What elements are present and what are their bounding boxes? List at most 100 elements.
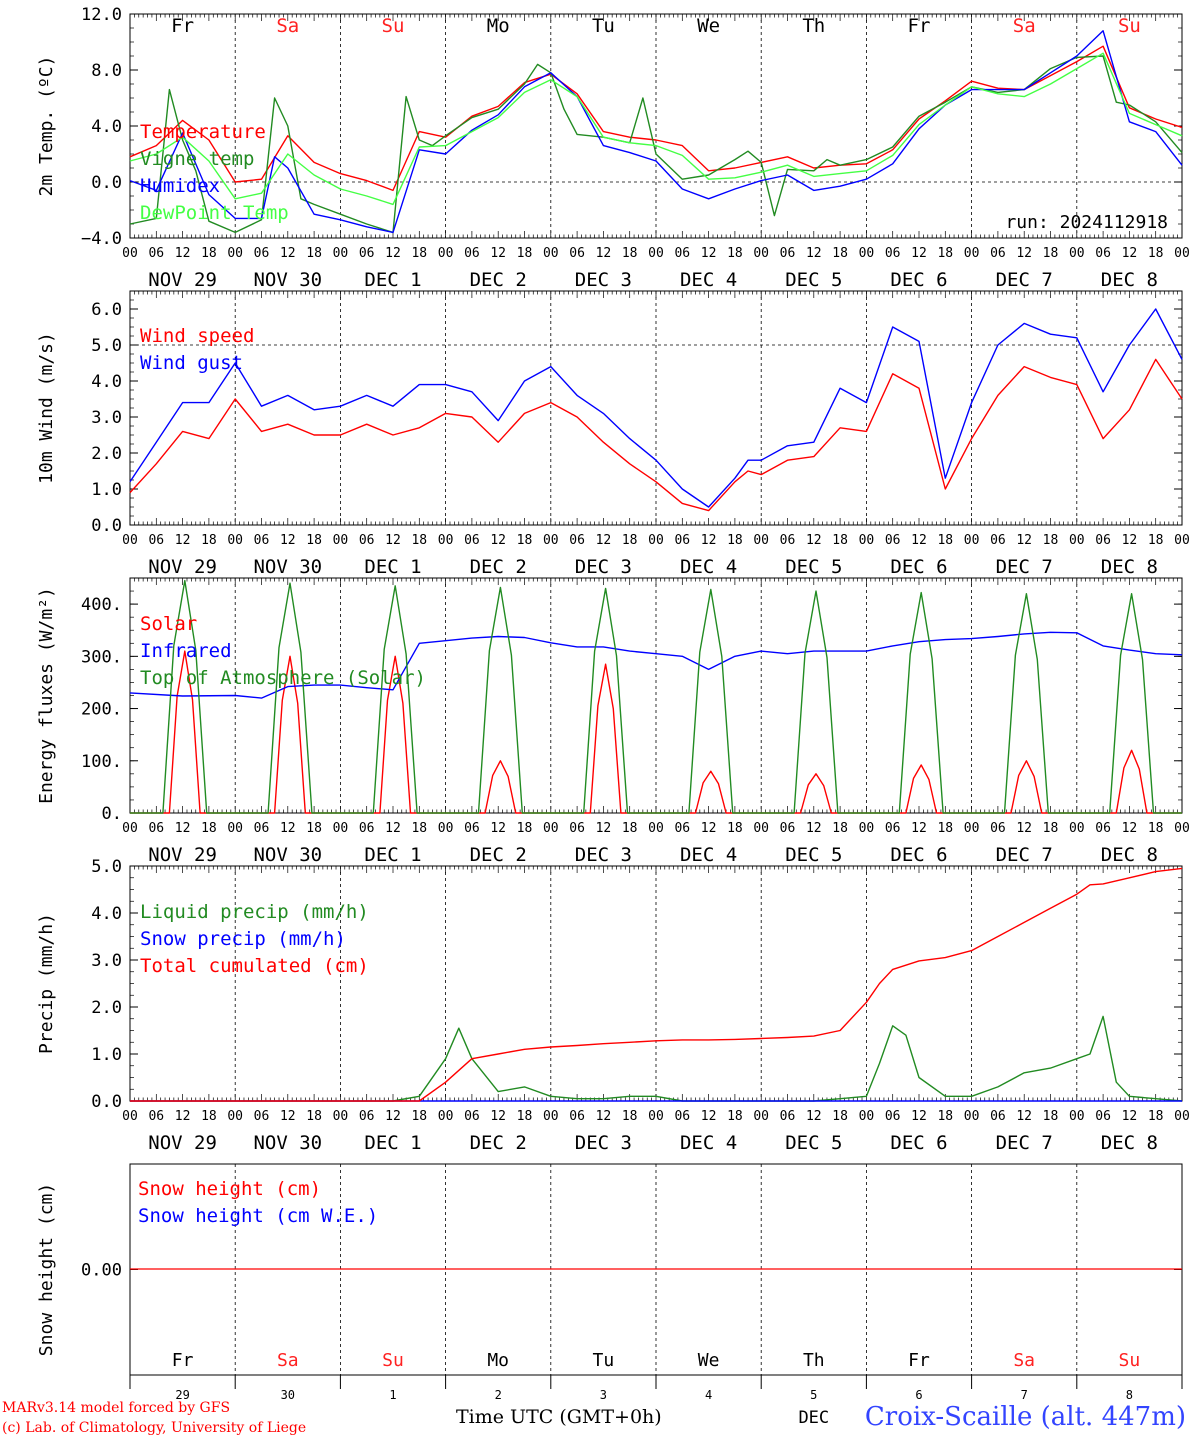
hour-label: 00 xyxy=(333,1109,349,1124)
hour-label: 00 xyxy=(438,246,454,261)
hour-label: 12 xyxy=(175,1109,191,1124)
legend-entry: Top of Atmosphere (Solar) xyxy=(140,667,426,689)
hour-label: 06 xyxy=(780,821,796,836)
hour-label: 12 xyxy=(385,246,401,261)
day-name: Mo xyxy=(487,15,510,37)
hour-label: 00 xyxy=(1069,246,1085,261)
hour-label: 00 xyxy=(543,1109,559,1124)
hour-label: 12 xyxy=(806,246,822,261)
hour-label: 06 xyxy=(464,1109,480,1124)
hour-label: 00 xyxy=(333,533,349,548)
hour-label: 00 xyxy=(964,533,980,548)
y-tick-label: 6.0 xyxy=(91,300,122,320)
hour-label: 06 xyxy=(359,533,375,548)
y-tick-label: 0.0 xyxy=(91,173,122,193)
hour-label: 18 xyxy=(1148,1109,1164,1124)
hour-label: 00 xyxy=(1174,1109,1190,1124)
date-label: DEC 6 xyxy=(890,1132,947,1154)
hour-label: 06 xyxy=(674,821,690,836)
bottom-day-name: Su xyxy=(1119,1350,1141,1371)
hour-label: 06 xyxy=(254,533,270,548)
bottom-day-number: 7 xyxy=(1021,1388,1028,1402)
y-axis-label: Snow height (cm) xyxy=(36,1183,57,1356)
hour-label: 06 xyxy=(780,1109,796,1124)
date-label: DEC 3 xyxy=(575,1132,632,1154)
hour-label: 00 xyxy=(227,533,243,548)
hour-label: 18 xyxy=(201,246,217,261)
legend-entry: Vigne temp xyxy=(140,148,254,170)
hour-label: 18 xyxy=(411,533,427,548)
hour-label: 00 xyxy=(648,821,664,836)
hour-label: 06 xyxy=(674,1109,690,1124)
day-name: Su xyxy=(1118,15,1141,37)
hour-label: 06 xyxy=(254,821,270,836)
hour-label: 18 xyxy=(201,1109,217,1124)
date-label: DEC 6 xyxy=(890,556,947,578)
hour-label: 06 xyxy=(885,1109,901,1124)
bottom-day-name: Sa xyxy=(277,1350,299,1371)
hour-label: 00 xyxy=(122,246,138,261)
day-name: Fr xyxy=(171,15,194,37)
date-label: DEC 4 xyxy=(680,844,737,866)
hour-label: 12 xyxy=(806,821,822,836)
hour-label: 18 xyxy=(937,246,953,261)
hour-label: 18 xyxy=(622,821,638,836)
hour-label: 06 xyxy=(569,1109,585,1124)
date-label: DEC 1 xyxy=(364,844,421,866)
hour-label: 00 xyxy=(122,1109,138,1124)
date-label: DEC 5 xyxy=(785,269,842,291)
lab-credit: (c) Lab. of Climatology, University of L… xyxy=(2,1420,307,1436)
hour-label: 12 xyxy=(596,533,612,548)
date-label: DEC 8 xyxy=(1101,269,1158,291)
y-axis-label: 2m Temp. (ºC) xyxy=(36,56,57,197)
hour-label: 12 xyxy=(175,821,191,836)
date-label: DEC 6 xyxy=(890,844,947,866)
hour-label: 12 xyxy=(1122,821,1138,836)
hour-label: 06 xyxy=(885,821,901,836)
hour-label: 18 xyxy=(1043,533,1059,548)
y-tick-label: 300. xyxy=(81,647,122,667)
hour-label: 12 xyxy=(701,246,717,261)
hour-label: 12 xyxy=(280,1109,296,1124)
date-label: DEC 4 xyxy=(680,269,737,291)
hour-label: 00 xyxy=(648,246,664,261)
hour-label: 00 xyxy=(122,533,138,548)
legend-entry: Snow height (cm) xyxy=(138,1178,321,1200)
y-tick-label: 4.0 xyxy=(91,372,122,392)
date-label: DEC 3 xyxy=(575,844,632,866)
bottom-day-name: Sa xyxy=(1013,1350,1035,1371)
date-label: DEC 2 xyxy=(470,556,527,578)
date-label: NOV 29 xyxy=(148,844,217,866)
hour-label: 06 xyxy=(569,533,585,548)
hour-label: 18 xyxy=(517,1109,533,1124)
date-label: NOV 30 xyxy=(253,556,322,578)
hour-label: 06 xyxy=(148,533,164,548)
date-label: DEC 7 xyxy=(996,1132,1053,1154)
bottom-day-number: 5 xyxy=(810,1388,817,1402)
series-line-total-cumulated-cm- xyxy=(130,867,1183,1102)
hour-label: 00 xyxy=(753,1109,769,1124)
hour-label: 12 xyxy=(490,821,506,836)
hour-label: 06 xyxy=(148,821,164,836)
hour-label: 00 xyxy=(543,533,559,548)
hour-label: 06 xyxy=(148,1109,164,1124)
hour-label: 06 xyxy=(254,1109,270,1124)
hour-label: 12 xyxy=(490,1109,506,1124)
hour-label: 06 xyxy=(674,533,690,548)
location-title: Croix-Scaille (alt. 447m) xyxy=(864,1402,1186,1432)
hour-label: 00 xyxy=(333,246,349,261)
hour-label: 12 xyxy=(1122,246,1138,261)
date-label: DEC 1 xyxy=(364,269,421,291)
hour-label: 00 xyxy=(859,533,875,548)
day-name: We xyxy=(697,15,720,37)
hour-label: 00 xyxy=(1174,821,1190,836)
legend-entry: Infrared xyxy=(140,640,232,662)
hour-label: 06 xyxy=(1095,1109,1111,1124)
hour-label: 12 xyxy=(911,533,927,548)
hour-label: 18 xyxy=(1148,246,1164,261)
hour-label: 18 xyxy=(306,246,322,261)
hour-label: 00 xyxy=(753,533,769,548)
bottom-day-number: 29 xyxy=(175,1388,189,1402)
hour-label: 18 xyxy=(1148,533,1164,548)
y-tick-label: 400. xyxy=(81,595,122,615)
